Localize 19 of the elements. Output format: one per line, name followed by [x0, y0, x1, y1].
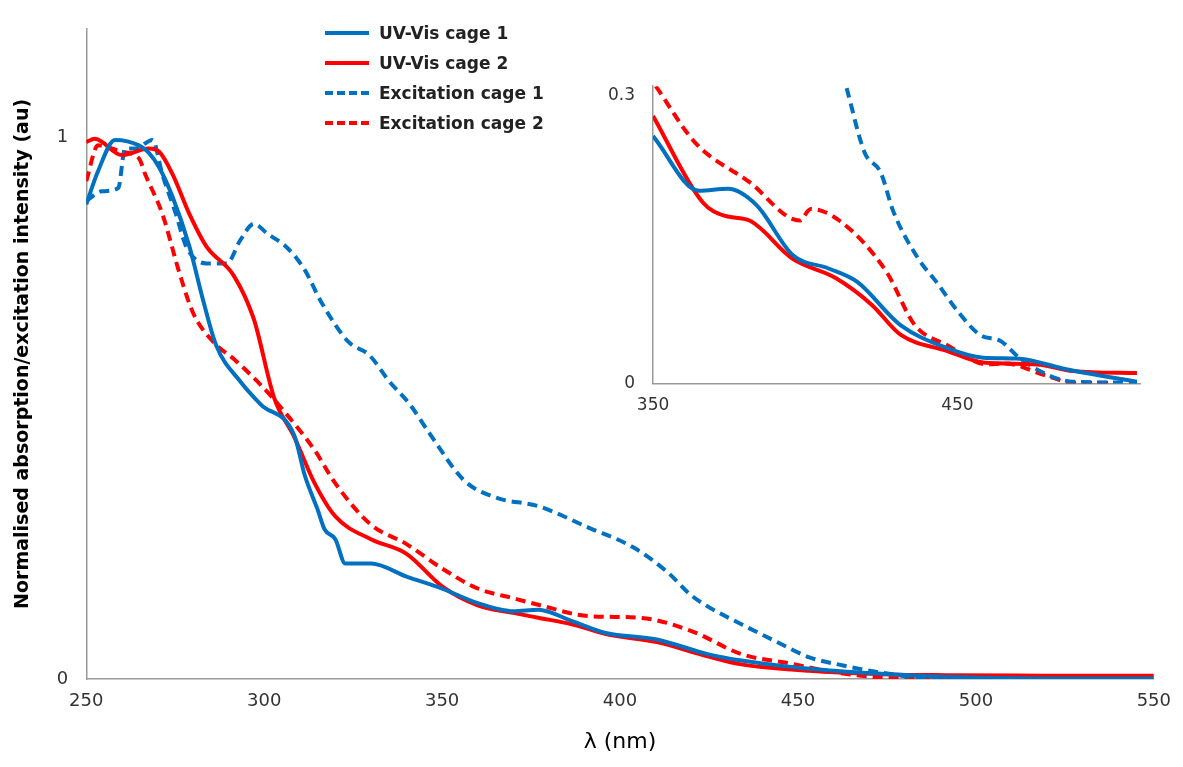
y-tick-label: 0: [56, 666, 69, 688]
y-tick-label: 0.3: [607, 84, 636, 105]
x-axis-title: λ (nm): [583, 727, 657, 753]
legend-label: UV-Vis cage 2: [379, 53, 509, 73]
legend-label: UV-Vis cage 1: [379, 23, 509, 43]
x-tick-label: 250: [69, 689, 104, 711]
x-tick-label: 550: [1136, 689, 1171, 711]
y-tick-label: 1: [56, 124, 69, 146]
x-tick-label: 400: [602, 689, 638, 711]
x-tick-label: 300: [247, 689, 282, 711]
y-axis-title: Normalised absorption/excitation intensity (au): [10, 98, 33, 609]
x-tick-label: 450: [941, 394, 974, 415]
y-tick-label: 0: [624, 372, 636, 393]
x-tick-label: 450: [780, 689, 816, 711]
x-tick-label: 350: [424, 689, 460, 711]
legend-label: Excitation cage 2: [379, 113, 544, 133]
x-tick-label: 350: [636, 394, 670, 415]
legend-label: Excitation cage 1: [379, 83, 544, 103]
x-tick-label: 500: [958, 689, 994, 711]
